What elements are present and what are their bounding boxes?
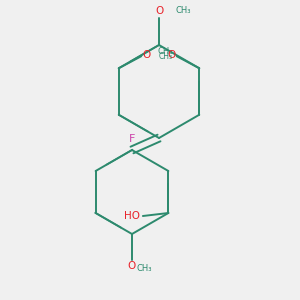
Text: CH₃: CH₃ [158, 52, 172, 61]
Text: O: O [128, 261, 136, 271]
Text: O: O [143, 50, 151, 60]
Text: CH₃: CH₃ [158, 47, 173, 56]
Text: CH₃: CH₃ [176, 6, 191, 15]
Text: F: F [129, 134, 135, 145]
Text: HO: HO [124, 211, 140, 221]
Text: O: O [155, 7, 163, 16]
Text: O: O [167, 50, 175, 60]
Text: CH₃: CH₃ [136, 264, 152, 273]
